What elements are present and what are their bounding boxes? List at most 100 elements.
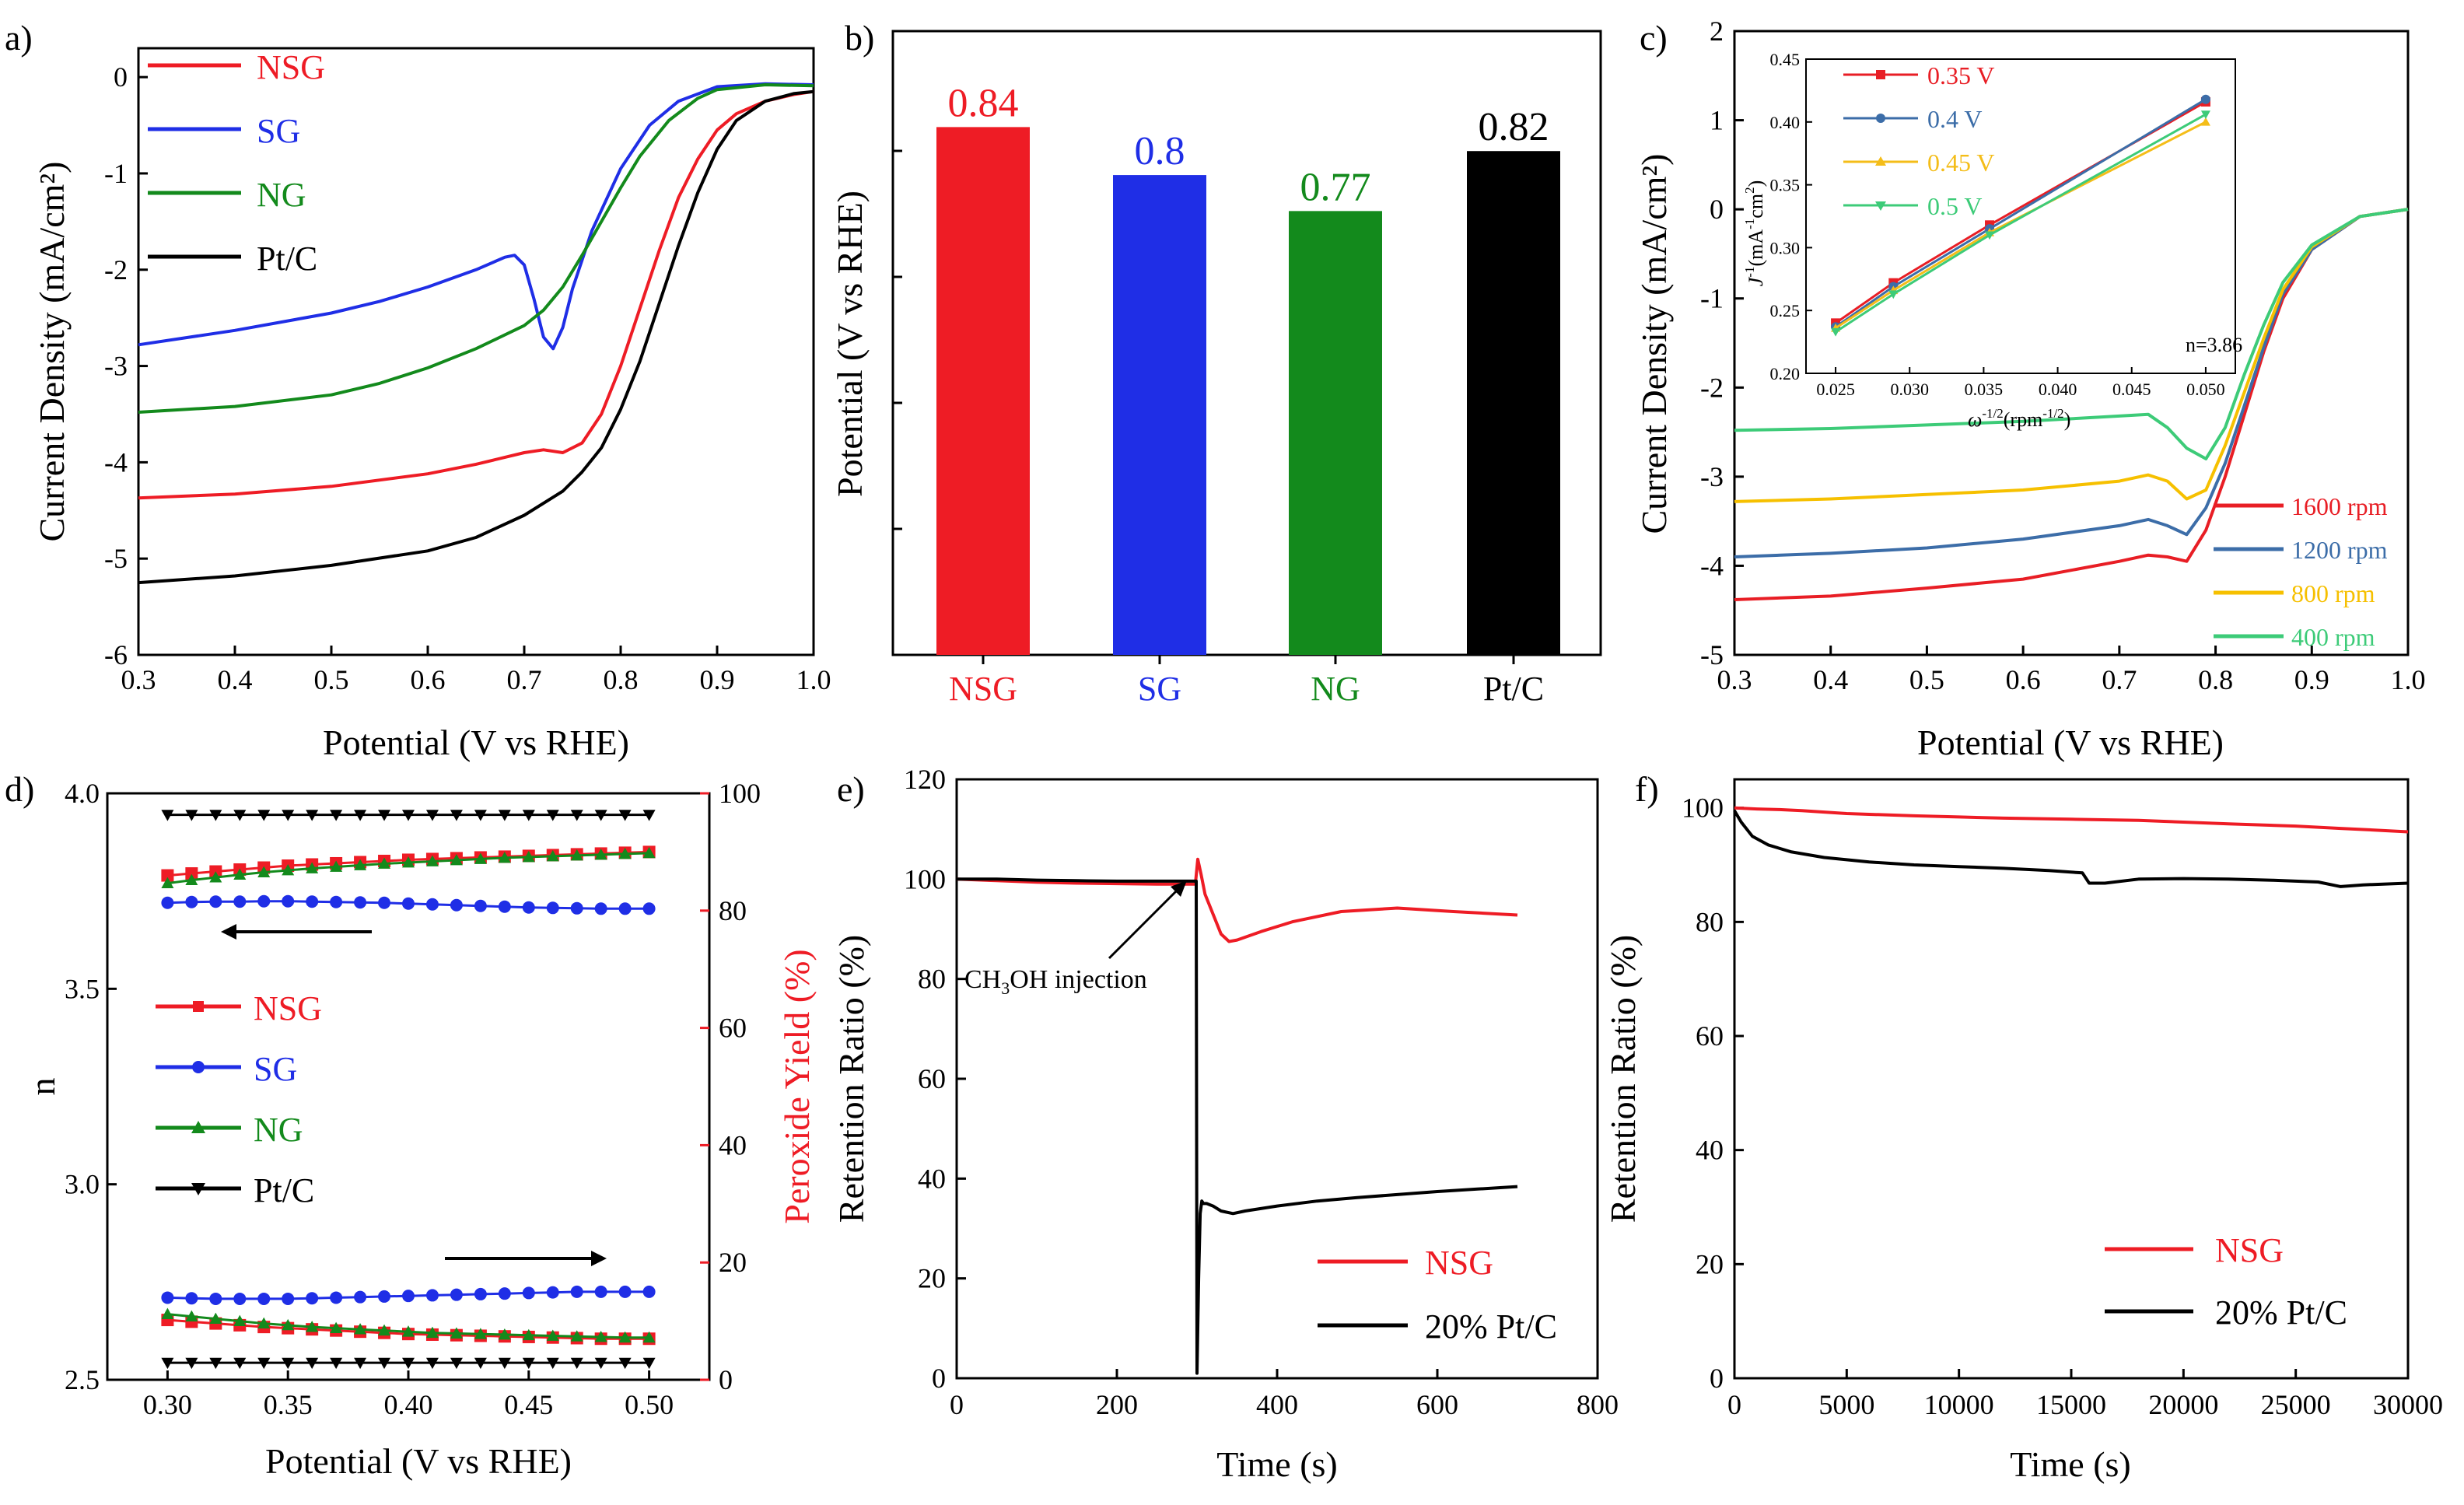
d-n-point xyxy=(306,862,319,873)
panel-a-legend: NSG SG NG Pt/C xyxy=(148,48,325,278)
a-ytick-label: -2 xyxy=(104,254,128,285)
d-n-point xyxy=(161,869,174,882)
d-n-point xyxy=(330,895,343,908)
d-n-point xyxy=(498,810,511,821)
e-ytick-label: 20 xyxy=(918,1263,946,1294)
inset-ytick-label: 0.35 xyxy=(1770,176,1801,195)
d-yield-point xyxy=(570,1357,583,1370)
d-n-point xyxy=(522,810,535,821)
d-yield-point xyxy=(450,1288,463,1301)
panel-d: d) 0.30 0.35 0.40 0.45 0.50 4.0 3.5 3.0 2.5 100 80… xyxy=(5,769,817,1481)
c-xtick-label: 0.6 xyxy=(2006,664,2041,695)
d-yield-point xyxy=(330,1291,343,1304)
inset-ytick-label: 0.20 xyxy=(1770,364,1801,383)
d-n-point xyxy=(642,846,656,859)
a-ytick-label: -1 xyxy=(104,158,128,189)
d-yield-point xyxy=(618,1357,632,1370)
d-yield-point xyxy=(474,1328,487,1339)
c-ytick-label: -5 xyxy=(1700,639,1724,670)
d-n-point xyxy=(233,810,247,821)
a-xtick-label: 0.4 xyxy=(218,664,253,695)
e-series-PtC xyxy=(957,877,1518,1375)
d-legend-text-NG: NG xyxy=(254,1111,303,1149)
inset-ytick-label: 0.45 xyxy=(1770,50,1801,69)
c-ytick-label: -4 xyxy=(1700,550,1724,581)
d-yield-point xyxy=(498,1328,511,1340)
a-xtick-label: 0.9 xyxy=(700,664,735,695)
d-yield-point xyxy=(378,1357,391,1370)
f-ytick-label: 0 xyxy=(1710,1363,1724,1394)
inset-xtick-label: 0.025 xyxy=(1816,380,1855,399)
d-n-point xyxy=(642,810,656,821)
e-xtick-label: 400 xyxy=(1256,1389,1298,1420)
e-ytick-label: 0 xyxy=(932,1363,946,1394)
d-n-point xyxy=(498,900,511,913)
b-xtick-label: NSG xyxy=(949,670,1017,708)
d-n-point xyxy=(594,810,607,821)
d-yield-point xyxy=(546,1329,559,1341)
d-yield-point xyxy=(474,1287,487,1300)
panel-b: b) 0.84 NSG 0.8 SG 0.77 NG 0.82 Pt/C Potential … xyxy=(830,18,1602,708)
d-yield-point xyxy=(402,1325,415,1337)
panel-e-legend: NSG 20% Pt/C xyxy=(1318,1244,1557,1346)
a-series-PtC xyxy=(138,89,814,585)
f-xtick-label: 30000 xyxy=(2373,1389,2443,1420)
d-yield-point xyxy=(618,1331,632,1343)
d-n-point xyxy=(546,849,559,862)
e-xtick-label: 800 xyxy=(1577,1389,1619,1420)
panel-c-legend: 1600 rpm 1200 rpm 800 rpm 400 rpm xyxy=(2214,492,2388,651)
f-legend-text-NSG: NSG xyxy=(2215,1231,2284,1269)
d-n-point xyxy=(450,898,463,912)
d-n-point xyxy=(474,852,487,864)
d-n-point xyxy=(185,867,198,880)
d-yield-point xyxy=(498,1357,511,1370)
d-n-point xyxy=(618,810,632,821)
d-n-point xyxy=(209,871,222,883)
inset-legend-marker-045 xyxy=(1875,156,1886,166)
c-xtick-label: 0.5 xyxy=(1909,664,1944,695)
d-yield-point xyxy=(209,1312,222,1324)
d-legend-text-NSG: NSG xyxy=(254,989,322,1027)
d-n-point xyxy=(185,810,198,821)
inset-point xyxy=(1985,231,1995,240)
inset-legend-marker-04 xyxy=(1876,114,1885,123)
d-yield-point xyxy=(306,1321,319,1332)
d-y2tick-label: 20 xyxy=(719,1247,747,1278)
inset-legend-text-05: 0.5 V xyxy=(1927,192,1983,220)
d-n-point xyxy=(570,901,583,915)
d-yield-point xyxy=(233,1314,247,1326)
a-ytick-label: -3 xyxy=(104,351,128,382)
a-series-SG xyxy=(138,82,814,351)
d-n-point xyxy=(522,901,535,914)
legend-text-PtC: Pt/C xyxy=(257,240,317,278)
panel-b-label: b) xyxy=(845,18,874,58)
c-xtick-label: 0.3 xyxy=(1717,664,1752,695)
f-xtick-label: 25000 xyxy=(2261,1389,2331,1420)
inset-ylabel: J-1(mA-1cm2) xyxy=(1742,180,1767,287)
panel-b-frame xyxy=(891,30,1602,656)
d-n-point xyxy=(233,895,247,908)
d-n-point xyxy=(522,850,535,863)
d-yield-point xyxy=(185,1292,198,1305)
d-n-point xyxy=(354,896,367,909)
d-n-point xyxy=(642,902,656,915)
right-arrow xyxy=(445,1251,607,1266)
injection-arrow xyxy=(1108,880,1187,960)
d-n-point xyxy=(402,856,415,868)
legend-text-400: 400 rpm xyxy=(2291,623,2375,651)
a-xtick-label: 0.3 xyxy=(121,664,156,695)
d-n-point xyxy=(185,895,198,908)
d-legend-marker-PtC xyxy=(191,1183,205,1195)
d-yield-point xyxy=(425,1289,439,1302)
d-yield-point xyxy=(354,1323,367,1335)
d-n-point xyxy=(425,810,439,821)
panel-a-label: a) xyxy=(5,18,33,58)
d-yield-point xyxy=(161,1307,174,1319)
d-n-point xyxy=(354,859,367,870)
a-ytick-label: -6 xyxy=(104,639,128,670)
panel-b-ylabel: Potential (V vs RHE) xyxy=(830,191,870,497)
d-y2tick-label: 100 xyxy=(719,778,761,809)
inset-legend-text-045: 0.45 V xyxy=(1927,149,1995,177)
d-n-point xyxy=(570,849,583,861)
